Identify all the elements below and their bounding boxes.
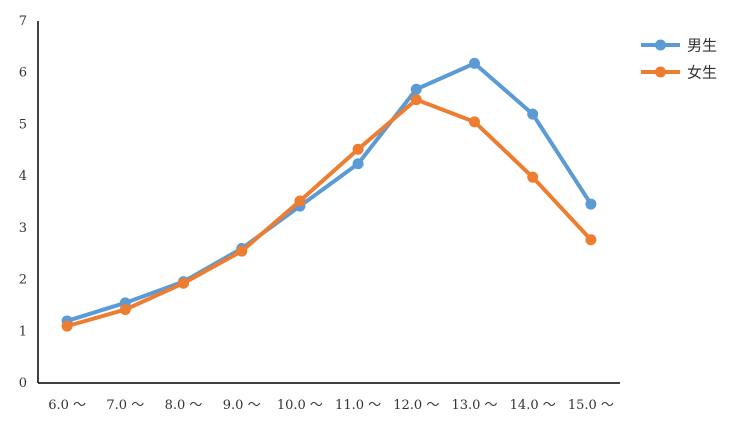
x-tick-label: 11.0 ～	[335, 398, 381, 413]
data-point	[410, 83, 422, 95]
y-tick-label: 0	[19, 376, 27, 391]
legend-item: 女生	[641, 64, 717, 82]
x-tick-label: 9.0 ～	[223, 398, 261, 413]
data-point	[469, 116, 480, 128]
x-tick-label: 6.0 ～	[48, 398, 86, 413]
data-point	[352, 143, 364, 155]
legend-label: 男生	[687, 37, 717, 55]
series-1	[61, 57, 597, 327]
x-tick-label: 15.0 ～	[568, 398, 614, 413]
x-tick-label: 7.0 ～	[106, 398, 144, 413]
series-line	[65, 97, 593, 329]
y-tick-label: 5	[19, 117, 27, 132]
series-2	[61, 94, 597, 332]
data-point	[410, 94, 422, 106]
legend-item: 男生	[641, 37, 717, 55]
y-tick-label: 7	[19, 14, 27, 29]
series-line	[65, 61, 593, 323]
data-point	[527, 171, 539, 183]
x-tick-label: 10.0 ～	[277, 398, 323, 413]
legend-marker	[655, 39, 666, 51]
y-tick-label: 6	[19, 66, 27, 81]
legend-marker	[655, 66, 666, 78]
data-point	[469, 57, 480, 69]
x-axis-ticks: 6.0 ～ 7.0 ～ 8.0 ～ 9.0 ～ 10.0 ～ 11.0 ～ 12.0 ～ 13…	[48, 398, 614, 413]
y-tick-label: 3	[19, 221, 27, 236]
y-tick-label: 4	[19, 169, 27, 184]
data-point	[61, 320, 73, 332]
y-tick-label: 2	[19, 273, 27, 288]
y-axis-ticks: 0 1 2 3 4 5 6 7	[19, 14, 27, 391]
x-tick-label: 14.0 ～	[510, 398, 556, 413]
data-point	[352, 158, 364, 170]
data-point	[236, 245, 248, 257]
series-layer	[61, 57, 597, 332]
y-tick-label: 1	[19, 324, 27, 339]
data-point	[585, 198, 597, 210]
x-tick-label: 8.0 ～	[165, 398, 203, 413]
data-point	[294, 195, 306, 207]
x-tick-label: 12.0 ～	[393, 398, 439, 413]
legend-label: 女生	[687, 64, 717, 82]
data-point	[585, 234, 597, 246]
x-tick-label: 13.0 ～	[451, 398, 497, 413]
data-point	[119, 304, 131, 316]
data-point	[527, 108, 539, 120]
data-point	[178, 277, 189, 289]
